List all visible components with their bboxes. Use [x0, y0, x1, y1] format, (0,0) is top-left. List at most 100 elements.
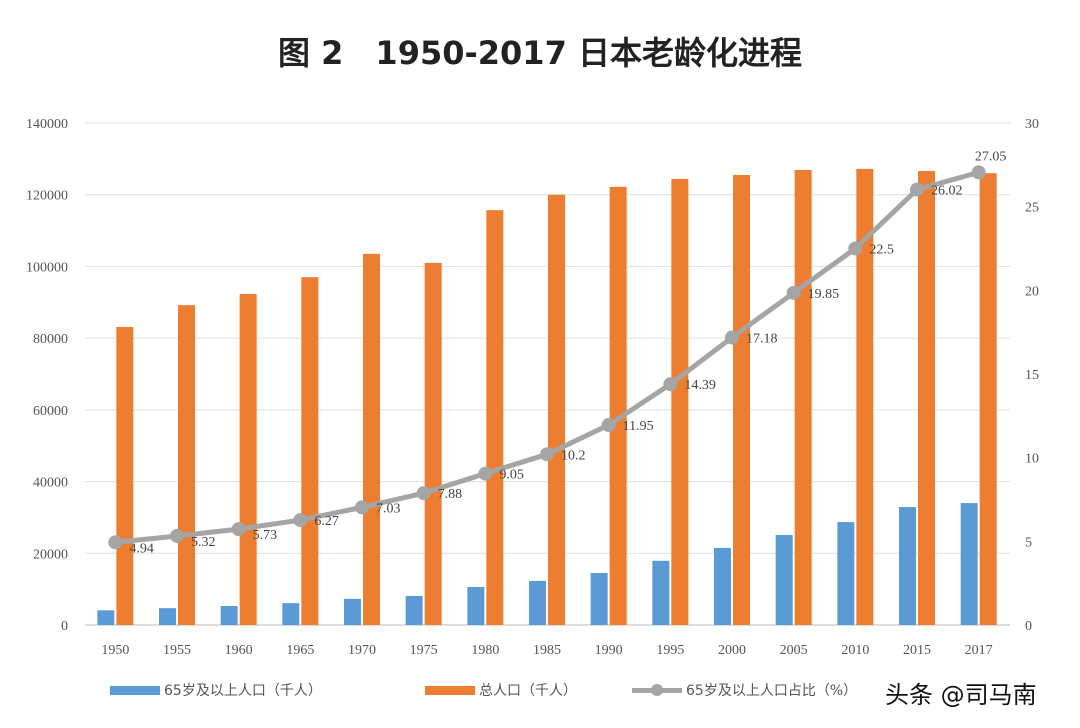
bar-total-population [979, 173, 997, 625]
bar-total-population [733, 174, 750, 625]
data-label: 19.85 [808, 287, 840, 302]
y-right-tick-label: 10 [1025, 452, 1039, 467]
line-point [786, 285, 801, 300]
watermark: 头条 @司马南 [885, 681, 1037, 709]
line-point [108, 535, 123, 550]
y-left-tick-label: 80000 [33, 332, 68, 347]
legend-label: 65岁及以上人口（千人） [164, 683, 322, 699]
legend-swatch-blue [110, 685, 160, 695]
x-tick-label: 1975 [410, 643, 438, 658]
data-label: 9.05 [499, 468, 524, 483]
y-right-tick-label: 20 [1025, 284, 1039, 299]
bar-elderly-population [529, 580, 546, 625]
bar-elderly-population [97, 610, 115, 625]
x-tick-label: 2010 [841, 643, 869, 658]
x-tick-label: 1990 [595, 643, 623, 658]
data-label: 7.03 [376, 501, 401, 516]
y-left-tick-label: 140000 [26, 117, 68, 132]
bar-elderly-population [775, 534, 793, 625]
bar-total-population [671, 178, 689, 626]
line-point [601, 418, 616, 433]
bar-total-population [486, 210, 504, 625]
data-label: 22.5 [869, 243, 894, 258]
y-left-tick-label: 120000 [26, 189, 68, 204]
line-point [910, 182, 924, 197]
bar-total-population [239, 294, 257, 625]
bar-total-population [918, 171, 935, 625]
line-point [540, 447, 554, 462]
bar-elderly-population [405, 595, 423, 625]
data-label: 26.02 [931, 184, 963, 199]
bar-total-population [363, 253, 380, 625]
x-tick-label: 2017 [965, 643, 993, 658]
bar-total-population [178, 305, 195, 625]
line-point [355, 500, 369, 515]
data-label: 7.88 [438, 487, 463, 502]
bar-elderly-population [899, 507, 916, 625]
x-tick-label: 1995 [656, 643, 684, 658]
legend-line-marker-icon [632, 683, 682, 696]
legend-item-total: 总人口（千人） [425, 680, 577, 700]
bar-elderly-population [344, 598, 361, 625]
x-tick-label: 1950 [101, 643, 129, 658]
bar-total-population [794, 169, 812, 626]
legend-label: 65岁及以上人口占比（%） [686, 683, 858, 699]
bar-total-population [301, 277, 319, 625]
bar-elderly-population [467, 586, 485, 625]
x-tick-label: 1960 [225, 643, 253, 658]
line-point [848, 241, 863, 256]
data-label: 11.95 [623, 419, 654, 434]
y-left-tick-label: 100000 [26, 260, 68, 275]
legend-swatch-orange [425, 685, 475, 695]
data-label: 6.27 [314, 514, 339, 529]
y-right-tick-label: 0 [1025, 619, 1032, 634]
line-point [663, 377, 678, 392]
line-point [170, 528, 184, 543]
bar-total-population [856, 168, 874, 625]
line-point [231, 522, 246, 537]
x-tick-label: 1985 [533, 643, 561, 658]
chart-title: 图 2 1950-2017 日本老龄化进程 [278, 34, 802, 72]
data-label: 4.94 [129, 541, 154, 556]
bar-total-population [548, 194, 565, 625]
y-right-tick-label: 30 [1025, 117, 1039, 132]
bar-elderly-population [220, 605, 238, 625]
bar-elderly-population [960, 503, 978, 625]
data-label: 10.2 [561, 448, 586, 463]
legend-item-ratio: 65岁及以上人口占比（%） [632, 680, 857, 700]
bar-elderly-population [159, 608, 176, 625]
y-left-tick-label: 0 [61, 619, 68, 634]
x-tick-label: 1955 [163, 643, 191, 658]
data-label: 17.18 [746, 332, 778, 347]
line-point [293, 513, 308, 528]
line-point [725, 330, 739, 345]
bar-elderly-population [837, 522, 855, 625]
y-left-tick-label: 20000 [33, 547, 68, 562]
y-right-tick-label: 5 [1025, 535, 1032, 550]
bar-total-population [116, 327, 134, 625]
y-right-tick-label: 25 [1025, 201, 1039, 216]
legend-item-elderly: 65岁及以上人口（千人） [110, 680, 322, 700]
legend-label: 总人口（千人） [479, 683, 577, 699]
x-tick-label: 2015 [903, 643, 931, 658]
y-right-tick-label: 15 [1025, 368, 1039, 383]
bar-elderly-population [652, 560, 670, 625]
x-tick-label: 2000 [718, 643, 746, 658]
x-tick-label: 1970 [348, 643, 376, 658]
y-left-tick-label: 60000 [33, 404, 68, 419]
line-point [416, 486, 431, 501]
x-tick-label: 1980 [471, 643, 499, 658]
x-tick-label: 2005 [780, 643, 808, 658]
data-label: 14.39 [684, 378, 716, 393]
line-point [478, 466, 493, 481]
data-label: 5.73 [253, 528, 278, 543]
data-label: 5.32 [191, 535, 216, 550]
y-left-tick-label: 40000 [33, 476, 68, 491]
bar-elderly-population [282, 603, 300, 625]
bar-total-population [424, 262, 442, 625]
bar-elderly-population [590, 573, 608, 625]
x-tick-label: 1965 [286, 643, 314, 658]
data-label: 27.05 [975, 149, 1007, 164]
line-point [971, 165, 986, 180]
